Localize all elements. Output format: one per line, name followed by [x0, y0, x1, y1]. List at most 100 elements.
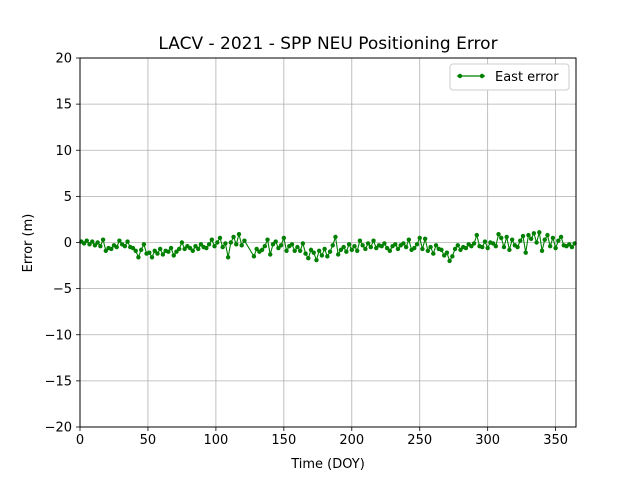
data-point — [147, 250, 152, 255]
data-point — [542, 237, 547, 242]
data-point — [273, 239, 278, 244]
data-point — [251, 254, 257, 259]
legend-entry-east-error: East error — [495, 70, 559, 85]
data-point — [152, 248, 157, 253]
legend: East error — [449, 63, 570, 91]
x-tick-label: 50 — [140, 433, 157, 448]
data-point — [523, 250, 528, 255]
data-point — [125, 239, 130, 244]
data-point — [420, 246, 425, 252]
data-point — [114, 244, 119, 250]
x-axis-label: Time (DOY) — [290, 457, 365, 472]
data-point — [270, 242, 276, 247]
data-point — [490, 241, 496, 246]
data-point — [463, 245, 469, 251]
data-point — [204, 245, 209, 251]
data-point — [297, 248, 303, 253]
data-point — [157, 246, 163, 252]
data-point — [234, 242, 239, 247]
data-point — [322, 246, 327, 252]
data-point — [149, 255, 155, 260]
data-point — [556, 238, 561, 243]
data-point — [384, 245, 390, 251]
data-point — [341, 244, 346, 250]
data-point — [567, 242, 572, 247]
x-tick-label: 150 — [271, 433, 296, 448]
y-tick-label: −15 — [45, 374, 72, 389]
data-point — [433, 243, 439, 248]
x-tick-label: 0 — [76, 433, 84, 448]
data-point — [308, 247, 314, 253]
data-point — [422, 236, 428, 242]
data-point — [395, 246, 401, 252]
data-point — [431, 251, 436, 256]
data-point — [177, 246, 182, 252]
data-point — [276, 245, 281, 251]
data-point — [425, 248, 431, 253]
x-tick-label: 300 — [475, 433, 500, 448]
data-point — [558, 234, 564, 240]
data-point — [335, 252, 341, 257]
legend-box — [449, 63, 570, 91]
data-point — [295, 244, 300, 250]
data-point — [439, 247, 444, 253]
data-point — [254, 246, 259, 252]
data-point — [212, 243, 217, 249]
data-point — [412, 245, 417, 251]
data-point — [471, 241, 477, 246]
data-point — [534, 240, 539, 245]
data-point — [368, 244, 374, 250]
data-point — [174, 249, 179, 254]
data-point — [360, 243, 365, 248]
data-point — [103, 248, 109, 253]
x-tick-label: 100 — [203, 433, 228, 448]
y-tick-label: −20 — [45, 421, 72, 436]
data-point — [319, 253, 325, 258]
data-point — [504, 234, 509, 240]
data-point — [327, 249, 333, 254]
data-point — [515, 244, 520, 250]
data-point — [338, 247, 344, 253]
data-point — [259, 247, 265, 253]
data-point — [198, 242, 204, 247]
data-point — [168, 245, 174, 251]
data-point — [179, 240, 185, 245]
data-point — [171, 253, 176, 258]
data-point — [528, 236, 534, 242]
data-point — [300, 241, 306, 246]
data-point — [223, 241, 228, 246]
data-point — [265, 237, 270, 242]
data-point — [281, 235, 287, 241]
y-tick-label: 0 — [64, 236, 72, 251]
data-point — [289, 242, 295, 247]
data-point — [507, 247, 512, 253]
y-axis-label: Error (m) — [21, 214, 36, 273]
data-point — [311, 250, 316, 255]
data-point — [496, 232, 501, 237]
data-point — [122, 243, 128, 249]
data-point — [215, 240, 220, 245]
data-point — [518, 238, 523, 243]
data-point — [231, 234, 236, 240]
data-point — [493, 243, 499, 249]
data-point — [417, 235, 422, 241]
data-point — [414, 242, 420, 247]
x-tick-label: 200 — [339, 433, 364, 448]
data-point — [387, 248, 393, 253]
y-tick-label: 15 — [55, 98, 72, 113]
data-point — [268, 252, 273, 257]
data-point — [242, 238, 247, 243]
x-axis: 0 50 100 150 200 250 300 350 — [76, 427, 568, 448]
data-point — [374, 245, 379, 251]
data-point — [90, 239, 95, 244]
data-point — [239, 243, 244, 248]
data-point — [403, 244, 409, 250]
data-point — [333, 234, 338, 240]
data-point — [452, 246, 458, 252]
data-point — [236, 232, 242, 237]
y-tick-label: 5 — [64, 190, 72, 205]
data-point — [569, 244, 575, 250]
data-point — [474, 232, 479, 238]
data-point — [314, 257, 319, 263]
